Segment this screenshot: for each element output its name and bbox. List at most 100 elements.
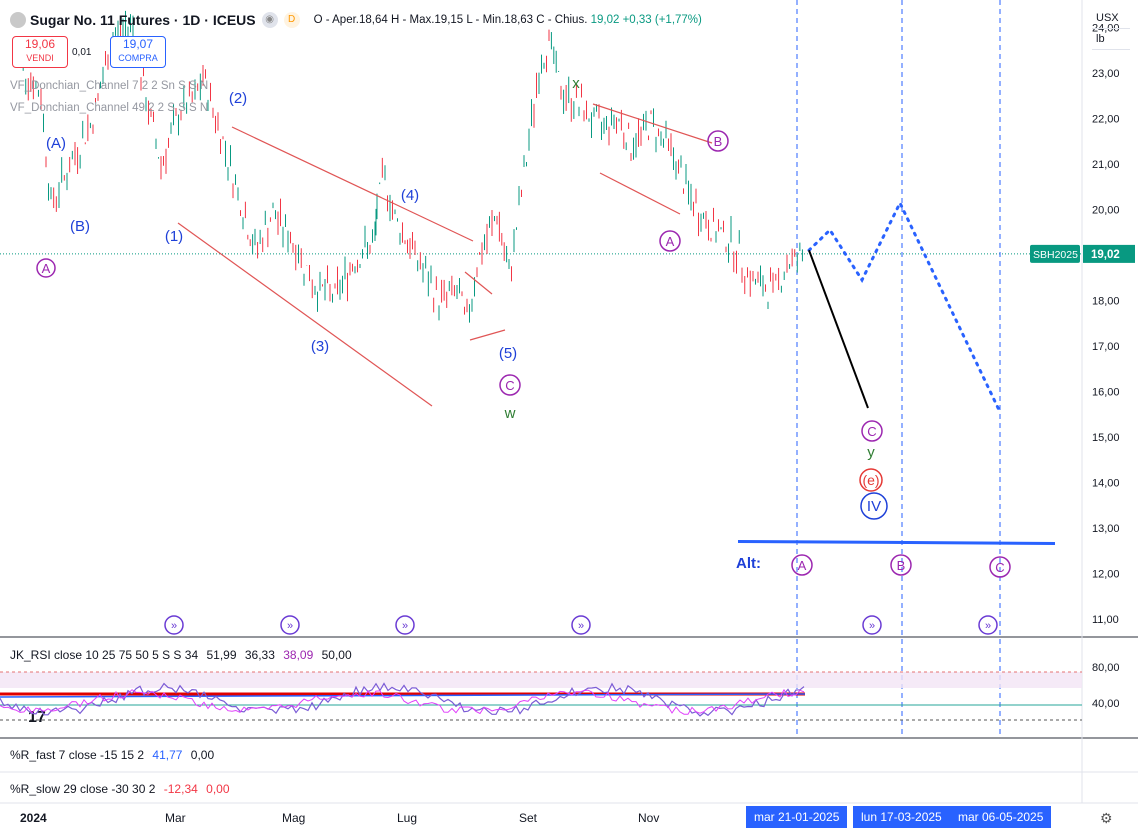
wave-label-w: w — [504, 405, 516, 422]
rsi-legend[interactable]: JK_RSI close 10 25 75 50 5 S S 34 51,99 … — [10, 648, 352, 662]
rsi-value-4: 50,00 — [321, 648, 352, 662]
wave-label-IV: IV — [867, 498, 881, 515]
wave-label-B-circle-1-circle — [707, 130, 729, 152]
wave-label-A-circle-2-circle — [659, 230, 681, 252]
x-tick-2024: 2024 — [20, 811, 47, 825]
date-flag-1[interactable]: mar 21-01-2025 — [746, 806, 848, 828]
alt-wave-C: C — [995, 560, 1004, 575]
rsi-upper-band — [0, 672, 1082, 688]
wr-fast-legend[interactable]: %R_fast 7 close -15 15 2 41,77 0,00 — [10, 748, 214, 762]
current-symbol-tag — [1030, 244, 1080, 263]
rsi-blue-level — [0, 693, 806, 698]
x-tick-set: Set — [519, 811, 538, 825]
event-icon-4 — [571, 615, 591, 635]
date-flag-3[interactable]: mar 06-05-2025 — [950, 806, 1052, 828]
wr-slow-legend[interactable]: %R_slow 29 close -30 30 2 -12,34 0,00 — [10, 782, 230, 796]
event-icon-glyph-5: » — [869, 620, 875, 632]
current-symbol-text: SBH2025 — [1033, 249, 1078, 261]
event-icon-glyph-2: » — [287, 620, 293, 632]
date-flag-2[interactable]: lun 17-03-2025 — [853, 806, 950, 828]
wave-label-B-paren: (B) — [70, 218, 90, 235]
event-icon-1 — [164, 615, 184, 635]
currency-select[interactable]: USX — [1092, 8, 1130, 29]
sell-button[interactable]: 19,06 VENDI — [12, 36, 68, 68]
projection-path — [807, 199, 1002, 414]
event-icon-3 — [395, 615, 415, 635]
x-tick-mag: Mag — [282, 811, 306, 825]
wave-label-A-circle-1-circle — [36, 258, 56, 278]
rsi-value-2: 36,33 — [244, 648, 275, 662]
y-tick-label: 21,00 — [1092, 159, 1120, 171]
y-tick-label: 22,00 — [1092, 113, 1120, 125]
event-icon-glyph-1: » — [171, 620, 177, 632]
rsi-tick-40: 40,00 — [1092, 698, 1120, 710]
rsi-signal-line — [0, 688, 805, 715]
y-tick-label: 15,00 — [1092, 432, 1120, 444]
y-tick-label: 23,00 — [1092, 68, 1120, 80]
rsi-value-1: 51,99 — [206, 648, 237, 662]
wr-fast-value-2: 0,00 — [190, 748, 215, 762]
x-tick-mar: Mar — [165, 811, 186, 825]
symbol-title[interactable]: Sugar No. 11 Futures · 1D · ICEUS — [30, 12, 256, 28]
price-bars — [12, 10, 803, 323]
y-tick-label: 12,00 — [1092, 568, 1120, 580]
alt-wave-B-circle — [890, 554, 912, 576]
ohlc-text: O - Aper.18,64 H - Max.19,15 L - Min.18,… — [313, 14, 588, 26]
trendline-1 — [177, 222, 433, 407]
rsi-fast-line — [0, 682, 805, 717]
close-value: 19,02 +0,33 (+1,77%) — [590, 14, 702, 26]
wr-slow-value-2: 0,00 — [206, 782, 230, 796]
wr-slow-value-1: -12,34 — [163, 782, 198, 796]
wave-label-C-circle-1-circle — [499, 374, 521, 396]
donchian-label-1[interactable]: VF_Donchian_Channel 7 2 2 Sn S S N — [10, 80, 209, 92]
x-tick-nov: Nov — [638, 811, 660, 825]
current-price-text: 19,02 — [1091, 249, 1120, 261]
y-tick-label: 17,00 — [1092, 341, 1120, 353]
buy-label: COMPRA — [118, 53, 158, 63]
alt-wave-C-circle — [989, 556, 1011, 578]
wave-label-e-circle — [859, 468, 883, 492]
chart-header: Sugar No. 11 Futures · 1D · ICEUS ◉ D O … — [10, 10, 702, 30]
wave-label-C-circle-1: C — [505, 378, 514, 393]
eye-icon[interactable]: ◉ — [261, 12, 278, 28]
wave-label-e: (e) — [862, 472, 879, 488]
sell-price: 19,06 — [24, 37, 56, 51]
rsi-tick-80: 80,00 — [1092, 662, 1120, 674]
alt-projection-line — [808, 249, 869, 409]
unit-select[interactable]: lb — [1092, 29, 1130, 50]
wave-label-x: x — [572, 75, 580, 92]
wave-label-A-circle-1: A — [42, 261, 51, 276]
buy-button[interactable]: 19,07 COMPRA — [110, 36, 166, 68]
rsi-label: JK_RSI close 10 25 75 50 5 S S 34 — [10, 648, 199, 662]
wr-fast-label: %R_fast 7 close -15 15 2 — [10, 748, 145, 762]
wave-label-4: (4) — [401, 187, 419, 204]
event-icon-glyph-6: » — [985, 620, 991, 632]
axis-unit-box[interactable]: USX lb — [1092, 8, 1130, 50]
trendline-2 — [231, 126, 474, 242]
wave-label-C-circle-2-circle — [861, 420, 883, 442]
alt-level-line — [737, 539, 1056, 545]
y-tick-label: 13,00 — [1092, 523, 1120, 535]
wr-slow-label: %R_slow 29 close -30 30 2 — [10, 782, 156, 796]
y-tick-label: 11,00 — [1092, 614, 1119, 626]
alt-wave-A-circle — [791, 554, 813, 576]
y-tick-label: 20,00 — [1092, 204, 1120, 216]
wave-label-B-circle-1: B — [714, 134, 723, 149]
event-icon-glyph-4: » — [578, 620, 584, 632]
delayed-flag[interactable]: D — [283, 12, 300, 28]
event-icon-glyph-3: » — [402, 620, 408, 632]
ohlc-readout: O - Aper.18,64 H - Max.19,15 L - Min.18,… — [314, 14, 702, 26]
alt-wave-B: B — [897, 558, 906, 573]
current-price-tag — [1083, 244, 1135, 263]
wave-label-A-paren: (A) — [46, 135, 66, 152]
y-tick-label: 18,00 — [1092, 295, 1120, 307]
rsi-value-3: 38,09 — [283, 648, 314, 662]
trendline-5 — [592, 103, 713, 144]
wave-label-y: y — [867, 444, 875, 461]
wave-label-1: (1) — [165, 228, 183, 245]
wr-fast-value-1: 41,77 — [152, 748, 183, 762]
settings-gear-icon[interactable]: ⚙ — [1100, 810, 1113, 826]
donchian-label-2[interactable]: VF_Donchian_Channel 49 2 2 S S S N — [10, 102, 209, 114]
